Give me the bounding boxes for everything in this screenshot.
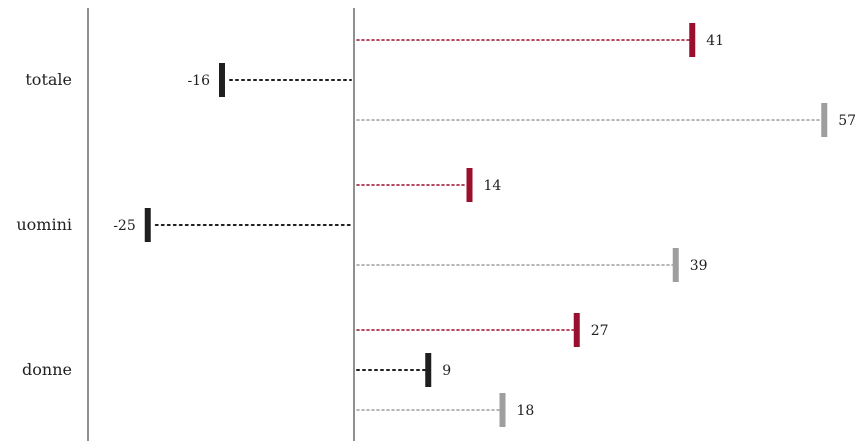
category-label: donne (22, 360, 72, 379)
bar-end-marker (144, 208, 151, 242)
bar-end-marker (466, 168, 473, 202)
bar-end-marker (573, 313, 580, 347)
chart-marks: totale 41 -16 57 uomini 14 -25 39 donne 27 9 18 (16, 23, 856, 427)
data-label: -25 (113, 218, 136, 234)
data-label: 18 (517, 403, 535, 419)
data-label: 14 (484, 178, 502, 194)
data-label: 57 (838, 113, 856, 129)
bar-end-marker (219, 63, 225, 97)
data-label: 41 (706, 33, 724, 49)
category-label: totale (25, 70, 72, 89)
data-label: 27 (591, 323, 609, 339)
category-label: uomini (16, 215, 72, 234)
data-label: 39 (690, 258, 708, 274)
bar-end-marker (821, 103, 828, 137)
data-label: -16 (187, 73, 210, 89)
bar-end-marker (672, 248, 679, 282)
data-label: 9 (442, 363, 451, 379)
bar-end-marker (425, 353, 432, 387)
bar-end-marker (499, 393, 506, 427)
bar-end-marker (689, 23, 696, 57)
